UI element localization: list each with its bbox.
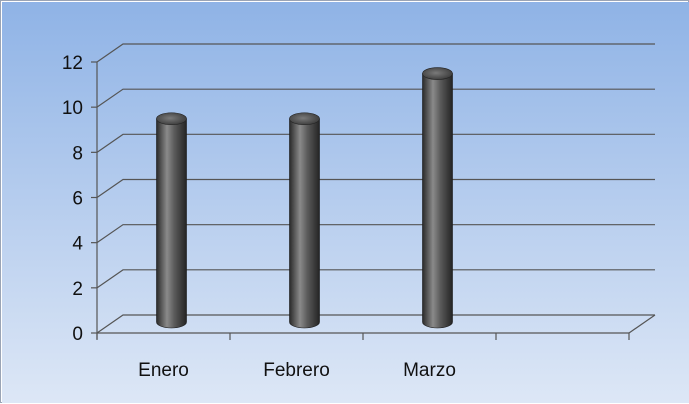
y-tick-label: 4 bbox=[72, 234, 83, 255]
y-tick-label: 6 bbox=[72, 189, 83, 210]
gridlines bbox=[96, 43, 655, 334]
y-tick-label: 12 bbox=[62, 53, 83, 74]
x-category-label: Enero bbox=[138, 360, 189, 381]
bar-marzo bbox=[422, 67, 453, 329]
x-axis-labels: Enero Febrero Marzo bbox=[138, 360, 456, 381]
y-tick-label: 8 bbox=[72, 143, 83, 164]
gridline bbox=[96, 224, 655, 244]
bar-top bbox=[422, 67, 453, 80]
floor-edge bbox=[628, 314, 656, 334]
gridline bbox=[96, 178, 655, 198]
gridline bbox=[96, 133, 655, 153]
y-tick-label: 10 bbox=[62, 98, 83, 119]
bar-febrero bbox=[289, 112, 320, 329]
gridline bbox=[96, 269, 655, 289]
axes bbox=[96, 62, 656, 340]
x-category-label: Febrero bbox=[263, 360, 330, 381]
y-tick-label: 0 bbox=[72, 324, 83, 345]
bars bbox=[156, 67, 453, 329]
x-category-label: Marzo bbox=[403, 360, 456, 381]
bar-body bbox=[156, 118, 187, 329]
y-axis-ticks: 0 2 4 6 8 10 12 bbox=[62, 53, 97, 345]
y-tick-label: 2 bbox=[72, 279, 83, 300]
bar-body bbox=[289, 118, 320, 329]
bar-top bbox=[289, 112, 320, 126]
gridline bbox=[96, 88, 655, 108]
bar-top bbox=[156, 112, 187, 126]
bar-enero bbox=[156, 112, 187, 329]
bar-body bbox=[422, 73, 453, 329]
gridline bbox=[96, 314, 655, 334]
gridline bbox=[96, 43, 655, 63]
